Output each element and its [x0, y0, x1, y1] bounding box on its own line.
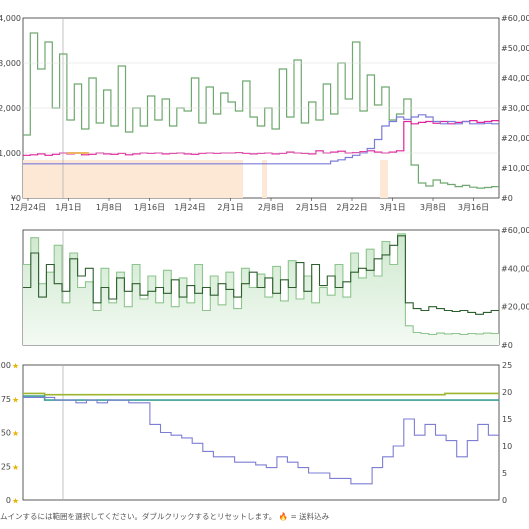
rank-area-fill	[23, 233, 499, 345]
review-y-left-tick: 0	[6, 496, 11, 505]
price-y-left-tick: ¥2,000	[0, 104, 21, 113]
price-x-tick: 3月8日	[420, 203, 446, 212]
review-y-left-tick: 75	[1, 395, 11, 404]
price-y-right-tick: #0	[501, 194, 513, 203]
price-chart: ¥0 ¥1,000 ¥2,000 ¥3,000 ¥4,000 #0 #10,000 #20,0…	[0, 14, 529, 212]
star-icon: ★	[12, 463, 19, 472]
rank-series-0	[23, 233, 499, 336]
price-shading-mark-2	[380, 160, 388, 198]
rank-y-right-tick: #0	[501, 341, 513, 350]
chart-footer: ムインするには範囲を選択してください。ダブルクリックするとリセットします。 🔥 …	[0, 511, 529, 529]
review-y-right-tick: 15	[502, 415, 512, 424]
price-y-right-tick: #30,000	[501, 104, 529, 113]
price-y-right-tick: #20,000	[501, 134, 529, 143]
price-x-tick: 1月8日	[96, 203, 122, 212]
star-icon: ★	[12, 429, 19, 438]
price-y-left-tick: ¥3,000	[0, 59, 21, 68]
rank-y-right-tick: #20,000	[501, 303, 529, 312]
review-y-left-tick: 100	[0, 361, 11, 370]
price-x-tick: 1月1日	[55, 203, 81, 212]
price-y-left-tick: ¥0	[11, 194, 21, 203]
price-x-tick: 2月8日	[258, 203, 284, 212]
review-y-right-tick: 10	[502, 442, 512, 451]
price-x-tick: 3月16日	[458, 203, 489, 212]
price-y-right-tick: #10,000	[501, 164, 529, 173]
review-chart-frame	[22, 364, 500, 501]
price-series-0	[23, 32, 499, 189]
star-icon: ★	[12, 395, 19, 404]
price-series-1	[23, 120, 499, 156]
price-y-left-tick: ¥1,000	[0, 149, 21, 158]
price-y-right-tick: #40,000	[501, 74, 529, 83]
rank-y-right-tick: #40,000	[501, 264, 529, 273]
rank-y-right-tick: #60,000	[501, 226, 529, 235]
review-y-left-tick: 25	[1, 462, 11, 471]
price-x-tick: 2月15日	[296, 203, 327, 212]
price-shading-mark-1	[262, 160, 267, 198]
review-series-2	[23, 396, 499, 485]
shipping-included-label: = 送料込み	[290, 512, 330, 521]
price-shading-band	[23, 160, 243, 198]
star-icon: ★	[12, 362, 19, 371]
price-y-right-tick: #50,000	[501, 44, 529, 53]
price-y-left-tick: ¥4,000	[0, 14, 21, 23]
price-x-tick: 3月1日	[379, 203, 405, 212]
price-x-tick: 1月16日	[134, 203, 165, 212]
review-y-left-tick: 50	[1, 429, 11, 438]
rank-chart: #0 #20,000 #40,000 #60,000	[22, 226, 529, 350]
review-series-0	[23, 392, 499, 396]
flame-icon: 🔥	[278, 512, 289, 521]
price-x-tick: 2月1日	[217, 203, 243, 212]
review-y-right-tick: 20	[502, 388, 512, 397]
price-y-right-tick: #60,000	[501, 14, 529, 23]
price-x-tick: 1月24日	[174, 203, 205, 212]
zoom-hint-text: ムインするには範囲を選択してください。ダブルクリックするとリセットします。	[0, 512, 277, 521]
review-y-right-tick: 5	[502, 469, 507, 478]
price-x-tick: 2月22日	[336, 203, 367, 212]
star-icon: ★	[12, 497, 19, 506]
review-y-right-tick: 25	[502, 361, 512, 370]
price-x-tick: 12月24日	[10, 203, 46, 212]
review-y-right-tick: 0	[502, 496, 507, 505]
price-series-2	[23, 114, 499, 165]
rank-series-1	[23, 235, 499, 315]
